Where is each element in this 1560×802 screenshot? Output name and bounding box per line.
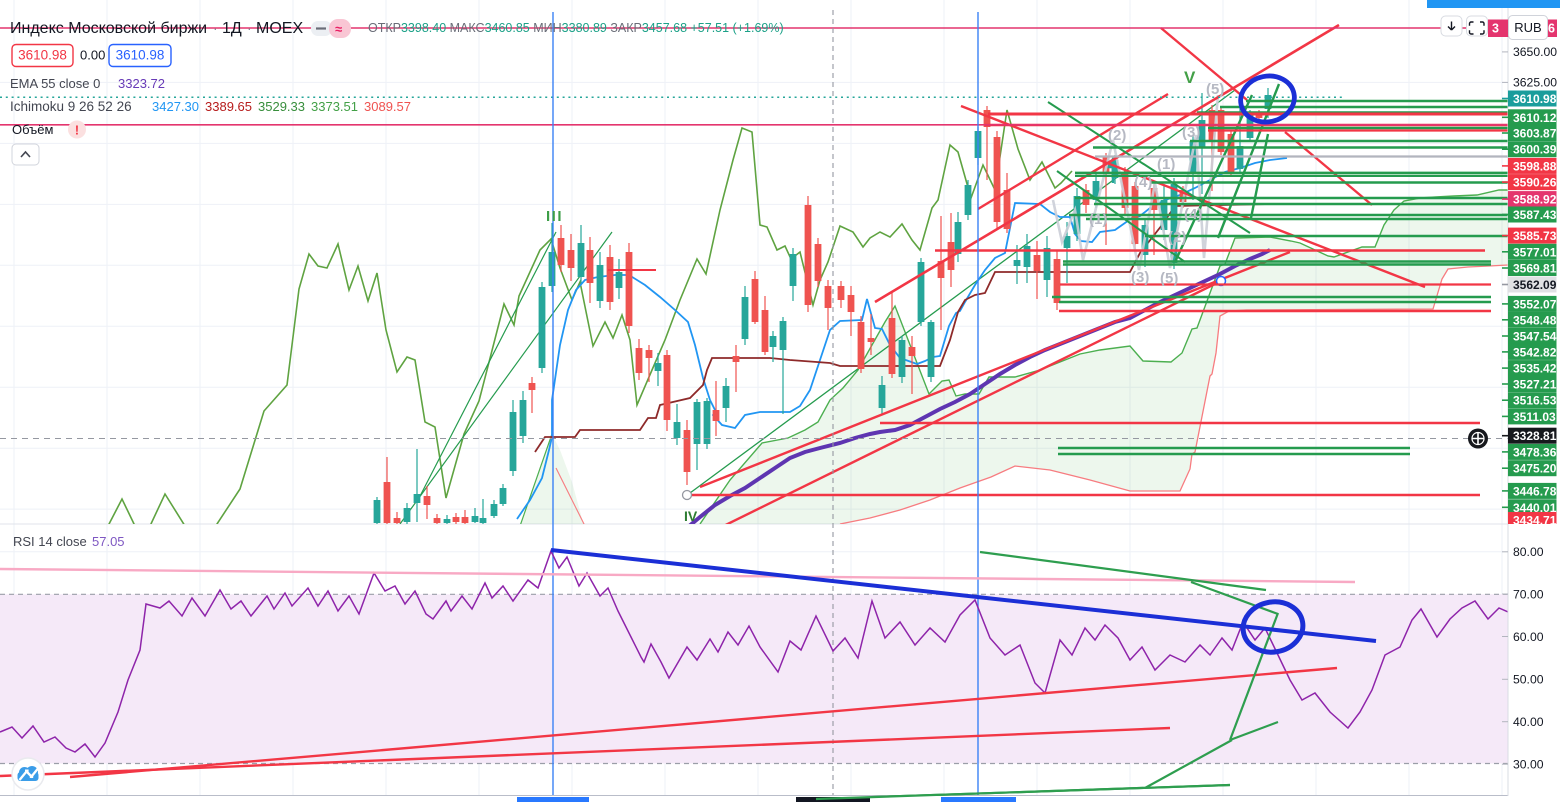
- svg-text:3434.71: 3434.71: [1513, 513, 1557, 527]
- svg-text:(5): (5): [1160, 270, 1178, 287]
- svg-text:3610.12: 3610.12: [1513, 111, 1557, 125]
- svg-text:3328.81: 3328.81: [1513, 429, 1557, 443]
- svg-text:3475.20: 3475.20: [1513, 462, 1557, 476]
- svg-text:3598.88: 3598.88: [1513, 159, 1557, 173]
- svg-text:(1): (1): [1157, 156, 1175, 173]
- svg-text:(3): (3): [1131, 269, 1149, 286]
- svg-text:III: III: [546, 208, 563, 225]
- svg-text:≈: ≈: [335, 22, 342, 37]
- svg-text:3600.39: 3600.39: [1513, 143, 1557, 157]
- svg-text:!: !: [75, 124, 79, 138]
- svg-text:3542.82: 3542.82: [1513, 345, 1557, 359]
- svg-text:Объём: Объём: [12, 122, 53, 137]
- svg-text:(1): (1): [1089, 211, 1107, 228]
- svg-text:57.05: 57.05: [92, 534, 125, 549]
- svg-text:3427.30: 3427.30: [152, 99, 199, 114]
- svg-text:50.00: 50.00: [1513, 673, 1544, 687]
- svg-text:60.00: 60.00: [1513, 630, 1544, 644]
- svg-text:(3): (3): [1182, 124, 1200, 141]
- svg-text:ОТКР3398.40 МАКС3460.85 МИН338: ОТКР3398.40 МАКС3460.85 МИН3380.89 ЗАКР3…: [368, 21, 784, 35]
- svg-text:3373.51: 3373.51: [311, 99, 358, 114]
- svg-text:3323.72: 3323.72: [118, 76, 165, 91]
- svg-text:0.00: 0.00: [80, 48, 105, 63]
- svg-text:3610.98: 3610.98: [116, 48, 165, 63]
- svg-text:3529.33: 3529.33: [258, 99, 305, 114]
- svg-text:RSI 14 close: RSI 14 close: [13, 534, 87, 549]
- svg-text:80.00: 80.00: [1513, 545, 1544, 559]
- svg-text:3650.00: 3650.00: [1513, 45, 1557, 59]
- svg-text:Ichimoku 9 26 52 26: Ichimoku 9 26 52 26: [10, 99, 132, 114]
- svg-text:3089.57: 3089.57: [364, 99, 411, 114]
- svg-text:6: 6: [1548, 22, 1555, 36]
- svg-text:3440.01: 3440.01: [1513, 501, 1557, 515]
- svg-text:EMA 55 close 0: EMA 55 close 0: [10, 76, 100, 91]
- svg-text:IV: IV: [684, 508, 698, 524]
- svg-text:RUB: RUB: [1514, 20, 1541, 35]
- svg-text:3389.65: 3389.65: [205, 99, 252, 114]
- svg-text:3588.92: 3588.92: [1513, 193, 1557, 207]
- svg-text:3: 3: [1492, 22, 1499, 36]
- svg-text:3478.36: 3478.36: [1513, 445, 1557, 459]
- svg-text:30.00: 30.00: [1513, 758, 1544, 772]
- svg-text:40.00: 40.00: [1513, 715, 1544, 729]
- svg-text:3552.07: 3552.07: [1513, 297, 1557, 311]
- svg-text:Индекс Московской биржи: Индекс Московской биржи: [10, 20, 207, 37]
- svg-text:1Д: 1Д: [222, 20, 242, 37]
- svg-text:(2): (2): [1108, 127, 1126, 144]
- svg-text:3610.98: 3610.98: [18, 48, 67, 63]
- svg-text:3610.98: 3610.98: [1513, 92, 1557, 106]
- svg-text:3511.03: 3511.03: [1513, 410, 1556, 424]
- svg-text:3587.43: 3587.43: [1513, 208, 1557, 222]
- svg-text:MOEX: MOEX: [256, 20, 303, 37]
- svg-text:3577.01: 3577.01: [1513, 245, 1557, 259]
- svg-text:3527.21: 3527.21: [1513, 378, 1557, 392]
- svg-text:·: ·: [247, 20, 252, 36]
- svg-text:3603.87: 3603.87: [1513, 127, 1557, 141]
- svg-text:(4): (4): [1134, 174, 1152, 191]
- svg-text:3625.00: 3625.00: [1513, 76, 1557, 90]
- svg-text:·: ·: [213, 20, 218, 36]
- svg-text:70.00: 70.00: [1513, 587, 1544, 601]
- svg-text:V: V: [1184, 68, 1196, 87]
- svg-text:3535.42: 3535.42: [1513, 362, 1557, 376]
- svg-text:3569.81: 3569.81: [1513, 262, 1557, 276]
- svg-text:(5): (5): [1206, 81, 1224, 98]
- svg-text:(2): (2): [1168, 229, 1186, 246]
- svg-text:3590.26: 3590.26: [1513, 176, 1557, 190]
- svg-text:(4): (4): [1184, 206, 1202, 223]
- svg-text:3585.73: 3585.73: [1513, 229, 1557, 243]
- svg-text:3446.78: 3446.78: [1513, 484, 1557, 498]
- svg-text:3547.54: 3547.54: [1513, 330, 1557, 344]
- svg-text:3516.53: 3516.53: [1513, 394, 1557, 408]
- svg-text:3548.48: 3548.48: [1513, 313, 1557, 327]
- svg-text:3562.09: 3562.09: [1513, 278, 1557, 292]
